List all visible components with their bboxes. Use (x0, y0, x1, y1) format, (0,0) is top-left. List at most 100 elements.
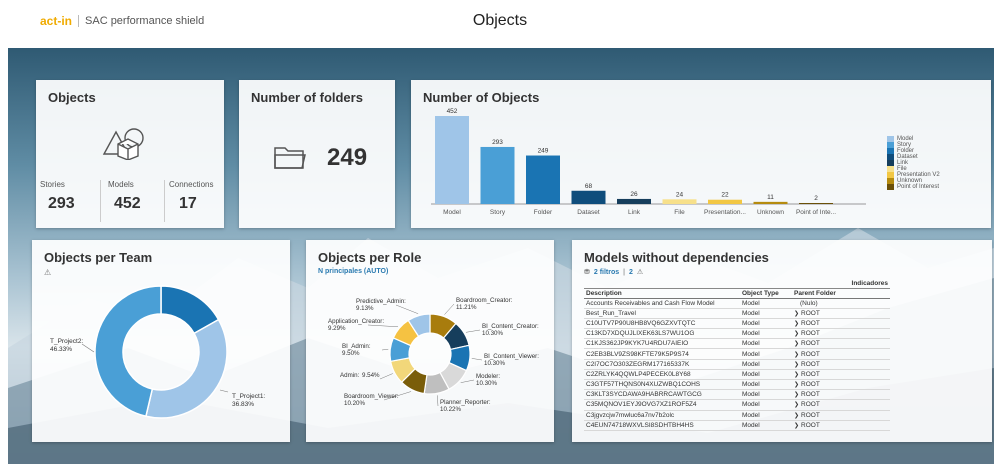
filters-count[interactable]: 2 (629, 268, 633, 276)
column-header-parent-folder[interactable]: Parent Folder (792, 289, 890, 299)
table-row[interactable]: C2EB3BLV9ZS98KFTE79K5P9S74 Model ❯ ROOT (584, 348, 890, 360)
legend-item[interactable]: Presentation V2 (887, 172, 940, 178)
description-cell: Best_Run_Travel (584, 308, 740, 319)
chevron-right-icon[interactable]: ❯ (794, 371, 800, 378)
objects-per-role-card[interactable]: Objects per Role N principales (AUTO) Bo… (306, 240, 554, 442)
table-row[interactable]: C2I7OC7O303ZEGRM177165337K Model ❯ ROOT (584, 359, 890, 370)
description-cell: C3jgvzcjw7mwluc6a7nv7b2olc (584, 410, 740, 421)
filters-link[interactable]: 2 filtros (593, 268, 620, 276)
bar[interactable] (480, 146, 515, 204)
objects-per-team-card[interactable]: Objects per Team ⚠ T_Project2: 46.33% T_Pr… (32, 240, 290, 442)
bar[interactable] (617, 198, 651, 204)
description-cell: C4EUN74718WXVLSI8SDHTBH4HS (584, 420, 740, 431)
legend-item[interactable]: Folder (887, 148, 940, 154)
object-type-cell: Model (740, 328, 792, 340)
label-leader-line (379, 373, 393, 380)
parent-folder-cell: ❯ ROOT (792, 389, 890, 401)
chevron-right-icon[interactable]: ❯ (794, 310, 800, 317)
parent-folder-cell: ❯ ROOT (792, 369, 890, 381)
table-row[interactable]: C1KJS362JP9KYK7U4RDU7AIEIO Model ❯ ROOT (584, 338, 890, 350)
legend-item[interactable]: Dataset (887, 154, 940, 160)
legend-swatch (887, 136, 894, 142)
slice-percent-label: 9.13% (356, 305, 374, 312)
donut-slice[interactable] (145, 318, 228, 419)
kpi-connections-value: 17 (179, 195, 197, 212)
table-row[interactable]: C3jgvzcjw7mwluc6a7nv7b2olc Model ❯ ROOT (584, 410, 890, 421)
chevron-right-icon[interactable]: ❯ (794, 320, 800, 327)
shapes-icon (102, 128, 144, 160)
parent-folder-cell: ❯ ROOT (792, 359, 890, 370)
object-type-cell: Model (740, 389, 792, 401)
slice-label: Boardroom_Viewer: (344, 393, 399, 400)
kpi-models: Models 452 (108, 180, 141, 224)
table-row[interactable]: Accounts Receivables and Cash Flow Model… (584, 298, 890, 309)
number-of-objects-card[interactable]: Number of Objects 452 Model 293 Story 249 Fol… (411, 80, 991, 228)
chevron-right-icon[interactable]: ❯ (794, 331, 800, 338)
category-tick-label: Story (490, 209, 506, 216)
table-row[interactable]: C4EUN74718WXVLSI8SDHTBH4HS Model ❯ ROOT (584, 420, 890, 431)
slice-percent-label: 36.83% (232, 401, 254, 408)
models-card-title: Models without dependencies (584, 250, 769, 265)
role-filter-link[interactable]: N principales (AUTO) (318, 268, 389, 275)
chevron-right-icon[interactable]: ❯ (794, 351, 800, 358)
object-type-cell: Model (740, 359, 792, 370)
description-cell: C2EB3BLV9ZS98KFTE79K5P9S74 (584, 348, 740, 360)
category-tick-label: Dataset (577, 209, 600, 216)
kpi-divider (164, 180, 165, 222)
bar[interactable] (662, 199, 697, 204)
parent-folder-text: ROOT (801, 411, 820, 419)
chevron-right-icon[interactable]: ❯ (794, 341, 800, 348)
table-row[interactable]: C3KLT3SYCDAWA9HABRRCAWTGCG Model ❯ ROOT (584, 389, 890, 401)
parent-folder-text: ROOT (801, 421, 820, 429)
folders-card[interactable]: Number of folders 249 (239, 80, 395, 228)
objects-card[interactable]: Objects Stories 293 Models 452 Connectio… (36, 80, 224, 228)
table-row[interactable]: Best_Run_Travel Model ❯ ROOT (584, 308, 890, 319)
category-tick-label: Folder (534, 209, 553, 216)
legend-item[interactable]: Unknown (887, 178, 940, 184)
column-header-object-type[interactable]: Object Type (740, 289, 792, 299)
kpi-models-value: 452 (114, 195, 141, 212)
table-row[interactable]: C13KD7XDQUJLIXEK63LS7WU1OG Model ❯ ROOT (584, 328, 890, 340)
description-cell: C2I7OC7O303ZEGRM177165337K (584, 359, 740, 370)
chevron-right-icon[interactable]: ❯ (794, 392, 800, 399)
chevron-right-icon[interactable]: ❯ (794, 402, 800, 409)
table-row[interactable]: C10UTV7P90U8HB8VQ6GZXVTQTC Model ❯ ROOT (584, 318, 890, 330)
legend-item[interactable]: Story (887, 142, 940, 148)
slice-label: Boardroom_Creator: (456, 297, 513, 304)
kpi-stories-value: 293 (48, 195, 75, 212)
donut-slice[interactable] (407, 313, 431, 338)
parent-folder-text: ROOT (801, 391, 820, 399)
parent-folder-text: ROOT (801, 401, 820, 409)
chevron-right-icon[interactable]: ❯ (794, 412, 800, 419)
bar[interactable] (799, 203, 833, 204)
table-row[interactable]: C3GTF57THQNS0N4XUZWBQ1COHS Model ❯ ROOT (584, 379, 890, 391)
label-leader-line (81, 343, 95, 353)
category-tick-label: Unknown (757, 209, 784, 216)
bar[interactable] (753, 201, 788, 204)
bar[interactable] (571, 190, 606, 204)
table-row[interactable]: C35MQNOV1EYJ9OVG7XZ1ROF5Z4 Model ❯ ROOT (584, 399, 890, 411)
object-type-cell: Model (740, 318, 792, 330)
slice-percent-label: 11.21% (456, 304, 477, 311)
parent-folder-text: ROOT (801, 340, 820, 348)
objects-per-team-title: Objects per Team (44, 250, 153, 265)
column-header-description[interactable]: Description (584, 289, 740, 299)
chevron-right-icon[interactable]: ❯ (794, 361, 800, 368)
donut-slice[interactable] (94, 285, 162, 418)
bar-value-label: 26 (630, 191, 638, 198)
legend-item[interactable]: File (887, 166, 940, 172)
table-row[interactable]: C2ZRLYK4QQWLP4PECEK0L8Y68 Model ❯ ROOT (584, 369, 890, 381)
bar[interactable] (435, 116, 469, 204)
bar[interactable] (708, 199, 742, 204)
parent-folder-text: ROOT (801, 370, 820, 378)
description-cell: C2ZRLYK4QQWLP4PECEK0L8Y68 (584, 369, 740, 381)
slice-label: T_Project1: (232, 393, 265, 400)
object-type-cell: Model (740, 338, 792, 350)
legend-item[interactable]: Model (887, 136, 940, 142)
bar[interactable] (526, 155, 560, 204)
legend-item[interactable]: Point of Interest (887, 184, 940, 190)
legend-item[interactable]: Link (887, 160, 940, 166)
models-without-dependencies-card[interactable]: Models without dependencies ⛃ 2 filtros … (572, 240, 992, 442)
chevron-right-icon[interactable]: ❯ (794, 382, 800, 389)
chevron-right-icon[interactable]: ❯ (794, 422, 800, 429)
